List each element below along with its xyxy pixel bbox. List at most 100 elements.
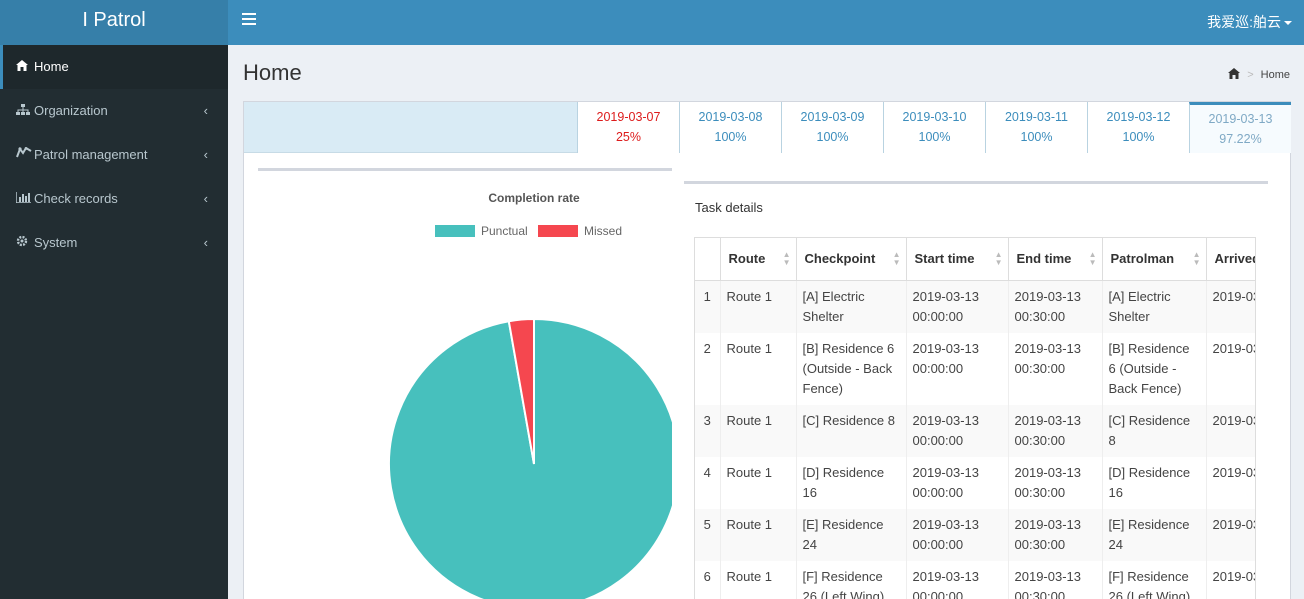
date-label: 2019-03-12 — [1106, 110, 1171, 124]
column-header-checkpoint[interactable]: Checkpoint ▲ ▼ — [796, 238, 907, 281]
date-tab-4[interactable]: 2019-03-11 100% — [985, 102, 1087, 153]
sidebar: Home Organization ‹ Patrol management ‹ … — [0, 45, 228, 599]
table-row[interactable]: 5 Route 1 [E] Residence 24 2019-03-13 00… — [695, 508, 1255, 561]
date-tab-3[interactable]: 2019-03-10 100% — [883, 102, 985, 153]
cell-patrolman: [B] Residence 6 (Outside - Back Fence) — [1102, 332, 1207, 405]
cell-end-time: 2019-03-13 00:30:00 — [1008, 404, 1103, 457]
cell-route: Route 1 — [720, 404, 797, 457]
cell-start-time: 2019-03-13 00:00:00 — [906, 508, 1009, 561]
cell-index: 3 — [695, 404, 721, 457]
cell-index: 4 — [695, 456, 721, 509]
date-label: 2019-03-07 — [596, 110, 661, 124]
sort-icon: ▲ ▼ — [1088, 250, 1097, 267]
legend-swatch — [435, 225, 475, 237]
date-tab-1[interactable]: 2019-03-08 100% — [679, 102, 781, 153]
table-row[interactable]: 3 Route 1 [C] Residence 8 2019-03-13 00:… — [695, 404, 1255, 457]
cell-arrived: 2019-03 00:08:0 — [1206, 560, 1255, 599]
cell-checkpoint: [F] Residence 26 (Left Wing) — [796, 560, 907, 599]
chevron-left-icon: ‹ — [203, 191, 208, 206]
date-tab-5[interactable]: 2019-03-12 100% — [1087, 102, 1189, 153]
table-row[interactable]: 4 Route 1 [D] Residence 16 2019-03-13 00… — [695, 456, 1255, 509]
pie-slice-missed[interactable] — [507, 317, 535, 465]
cell-checkpoint: [A] Electric Shelter — [796, 280, 907, 333]
cell-end-time: 2019-03-13 00:30:00 — [1008, 280, 1103, 333]
cell-end-time: 2019-03-13 00:30:00 — [1008, 332, 1103, 405]
app-logo[interactable]: I Patrol — [0, 0, 228, 45]
cell-index: 5 — [695, 508, 721, 561]
cell-checkpoint: [B] Residence 6 (Outside - Back Fence) — [796, 332, 907, 405]
cell-index: 2 — [695, 332, 721, 405]
sidebar-item-organization[interactable]: Organization ‹ — [0, 89, 228, 133]
cell-patrolman: [D] Residence 16 — [1102, 456, 1207, 509]
menu-toggle-icon[interactable] — [242, 13, 256, 27]
chevron-left-icon: ‹ — [203, 103, 208, 118]
sidebar-item-system[interactable]: System ‹ — [0, 221, 228, 265]
sidebar-item-home[interactable]: Home — [0, 45, 228, 89]
cell-arrived: 2019-03 00:02:0 — [1206, 332, 1255, 405]
chevron-left-icon: ‹ — [203, 147, 208, 162]
date-label: 2019-03-13 — [1208, 112, 1273, 126]
pie-slice-punctual[interactable] — [388, 317, 672, 599]
date-rate: 100% — [714, 130, 747, 144]
cell-checkpoint: [E] Residence 24 — [796, 508, 907, 561]
legend-swatch — [538, 225, 578, 237]
table-row[interactable]: 6 Route 1 [F] Residence 26 (Left Wing) 2… — [695, 560, 1255, 599]
home-icon[interactable] — [1228, 68, 1241, 79]
legend-label: Punctual — [481, 224, 528, 238]
user-menu[interactable]: 我爱巡:舶云 — [1207, 12, 1292, 32]
app-title: I Patrol — [82, 9, 146, 31]
column-header-arrived[interactable]: Arrived — [1206, 238, 1255, 281]
date-label: 2019-03-10 — [902, 110, 967, 124]
cell-arrived: 2019-03 00:07:1 — [1206, 508, 1255, 561]
table-row[interactable]: 1 Route 1 [A] Electric Shelter 2019-03-1… — [695, 280, 1255, 333]
date-tab-2[interactable]: 2019-03-09 100% — [781, 102, 883, 153]
sort-icon: ▲ ▼ — [1192, 250, 1201, 267]
date-tab-0[interactable]: 2019-03-07 25% — [577, 102, 679, 153]
table-row[interactable]: 2 Route 1 [B] Residence 6 (Outside - Bac… — [695, 332, 1255, 405]
date-label: 2019-03-11 — [1004, 110, 1068, 124]
task-details-panel: Task details Route ▲ ▼ Checkpoint ▲ ▼ Start … — [684, 181, 1268, 599]
gear-icon — [16, 221, 34, 265]
legend-item-punctual[interactable]: Punctual — [435, 224, 528, 238]
cell-patrolman: [F] Residence 26 (Left Wing) — [1102, 560, 1207, 599]
task-table: Route ▲ ▼ Checkpoint ▲ ▼ Start time ▲ ▼ End ti… — [694, 237, 1256, 599]
cell-patrolman: [C] Residence 8 — [1102, 404, 1207, 457]
column-header-patrolman[interactable]: Patrolman ▲ ▼ — [1102, 238, 1207, 281]
legend-label: Missed — [584, 224, 623, 238]
date-tab-6[interactable]: 2019-03-13 97.22% — [1189, 102, 1291, 153]
cell-end-time: 2019-03-13 00:30:00 — [1008, 456, 1103, 509]
chart-title: Completion rate — [488, 191, 580, 205]
cell-start-time: 2019-03-13 00:00:00 — [906, 456, 1009, 509]
date-rate: 100% — [918, 130, 951, 144]
legend-item-missed[interactable]: Missed — [538, 224, 622, 238]
dashboard-box: 2019-03-07 25% 2019-03-08 100% 2019-03-09 1… — [243, 101, 1291, 599]
cell-patrolman: [E] Residence 24 — [1102, 508, 1207, 561]
chevron-left-icon: ‹ — [203, 235, 208, 250]
column-header-route[interactable]: Route ▲ ▼ — [720, 238, 797, 281]
cell-arrived: 2019-03 00:05:4 — [1206, 456, 1255, 509]
page-title: Home — [243, 60, 302, 85]
date-rate: 25% — [615, 130, 642, 144]
sidebar-item-label: Patrol management — [34, 147, 148, 162]
date-tabs: 2019-03-07 25% 2019-03-08 100% 2019-03-09 1… — [244, 102, 1291, 153]
sidebar-item-check-records[interactable]: Check records ‹ — [0, 177, 228, 221]
sidebar-item-label: Check records — [34, 191, 118, 206]
cell-index: 6 — [695, 560, 721, 599]
cell-start-time: 2019-03-13 00:00:00 — [906, 560, 1009, 599]
user-name: 我爱巡:舶云 — [1207, 14, 1281, 30]
cell-checkpoint: [C] Residence 8 — [796, 404, 907, 457]
cell-index: 1 — [695, 280, 721, 333]
cell-arrived: 2019-03 00:04:3 — [1206, 404, 1255, 457]
cell-end-time: 2019-03-13 00:30:00 — [1008, 560, 1103, 599]
sitemap-icon — [16, 89, 34, 133]
sidebar-item-label: System — [34, 235, 78, 250]
pie-chart — [388, 317, 672, 599]
cell-route: Route 1 — [720, 508, 797, 561]
column-header-start-time[interactable]: Start time ▲ ▼ — [906, 238, 1009, 281]
column-header-index[interactable] — [695, 238, 721, 281]
sidebar-item-patrol-management[interactable]: Patrol management ‹ — [0, 133, 228, 177]
sort-icon: ▲ ▼ — [994, 250, 1003, 267]
sidebar-item-label: Organization — [34, 103, 108, 118]
home-icon — [16, 45, 34, 89]
column-header-end-time[interactable]: End time ▲ ▼ — [1008, 238, 1103, 281]
